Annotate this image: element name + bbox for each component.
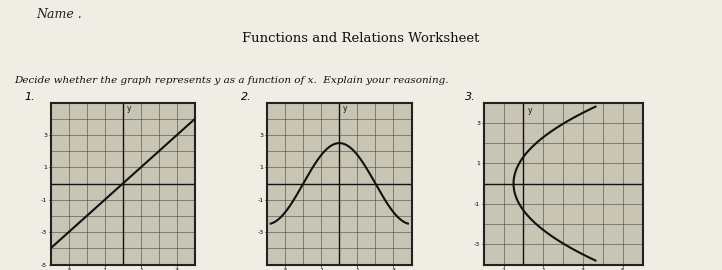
Text: Decide whether the graph represents y as a function of x.  Explain your reasonin: Decide whether the graph represents y as… (14, 76, 449, 85)
Text: y: y (527, 106, 532, 115)
Text: 2.: 2. (241, 92, 252, 102)
Text: 3.: 3. (465, 92, 475, 102)
Text: y: y (126, 104, 131, 113)
Text: Name .: Name . (36, 8, 82, 21)
Text: 1.: 1. (25, 92, 35, 102)
Text: Functions and Relations Worksheet: Functions and Relations Worksheet (243, 32, 479, 45)
Text: y: y (343, 104, 347, 113)
